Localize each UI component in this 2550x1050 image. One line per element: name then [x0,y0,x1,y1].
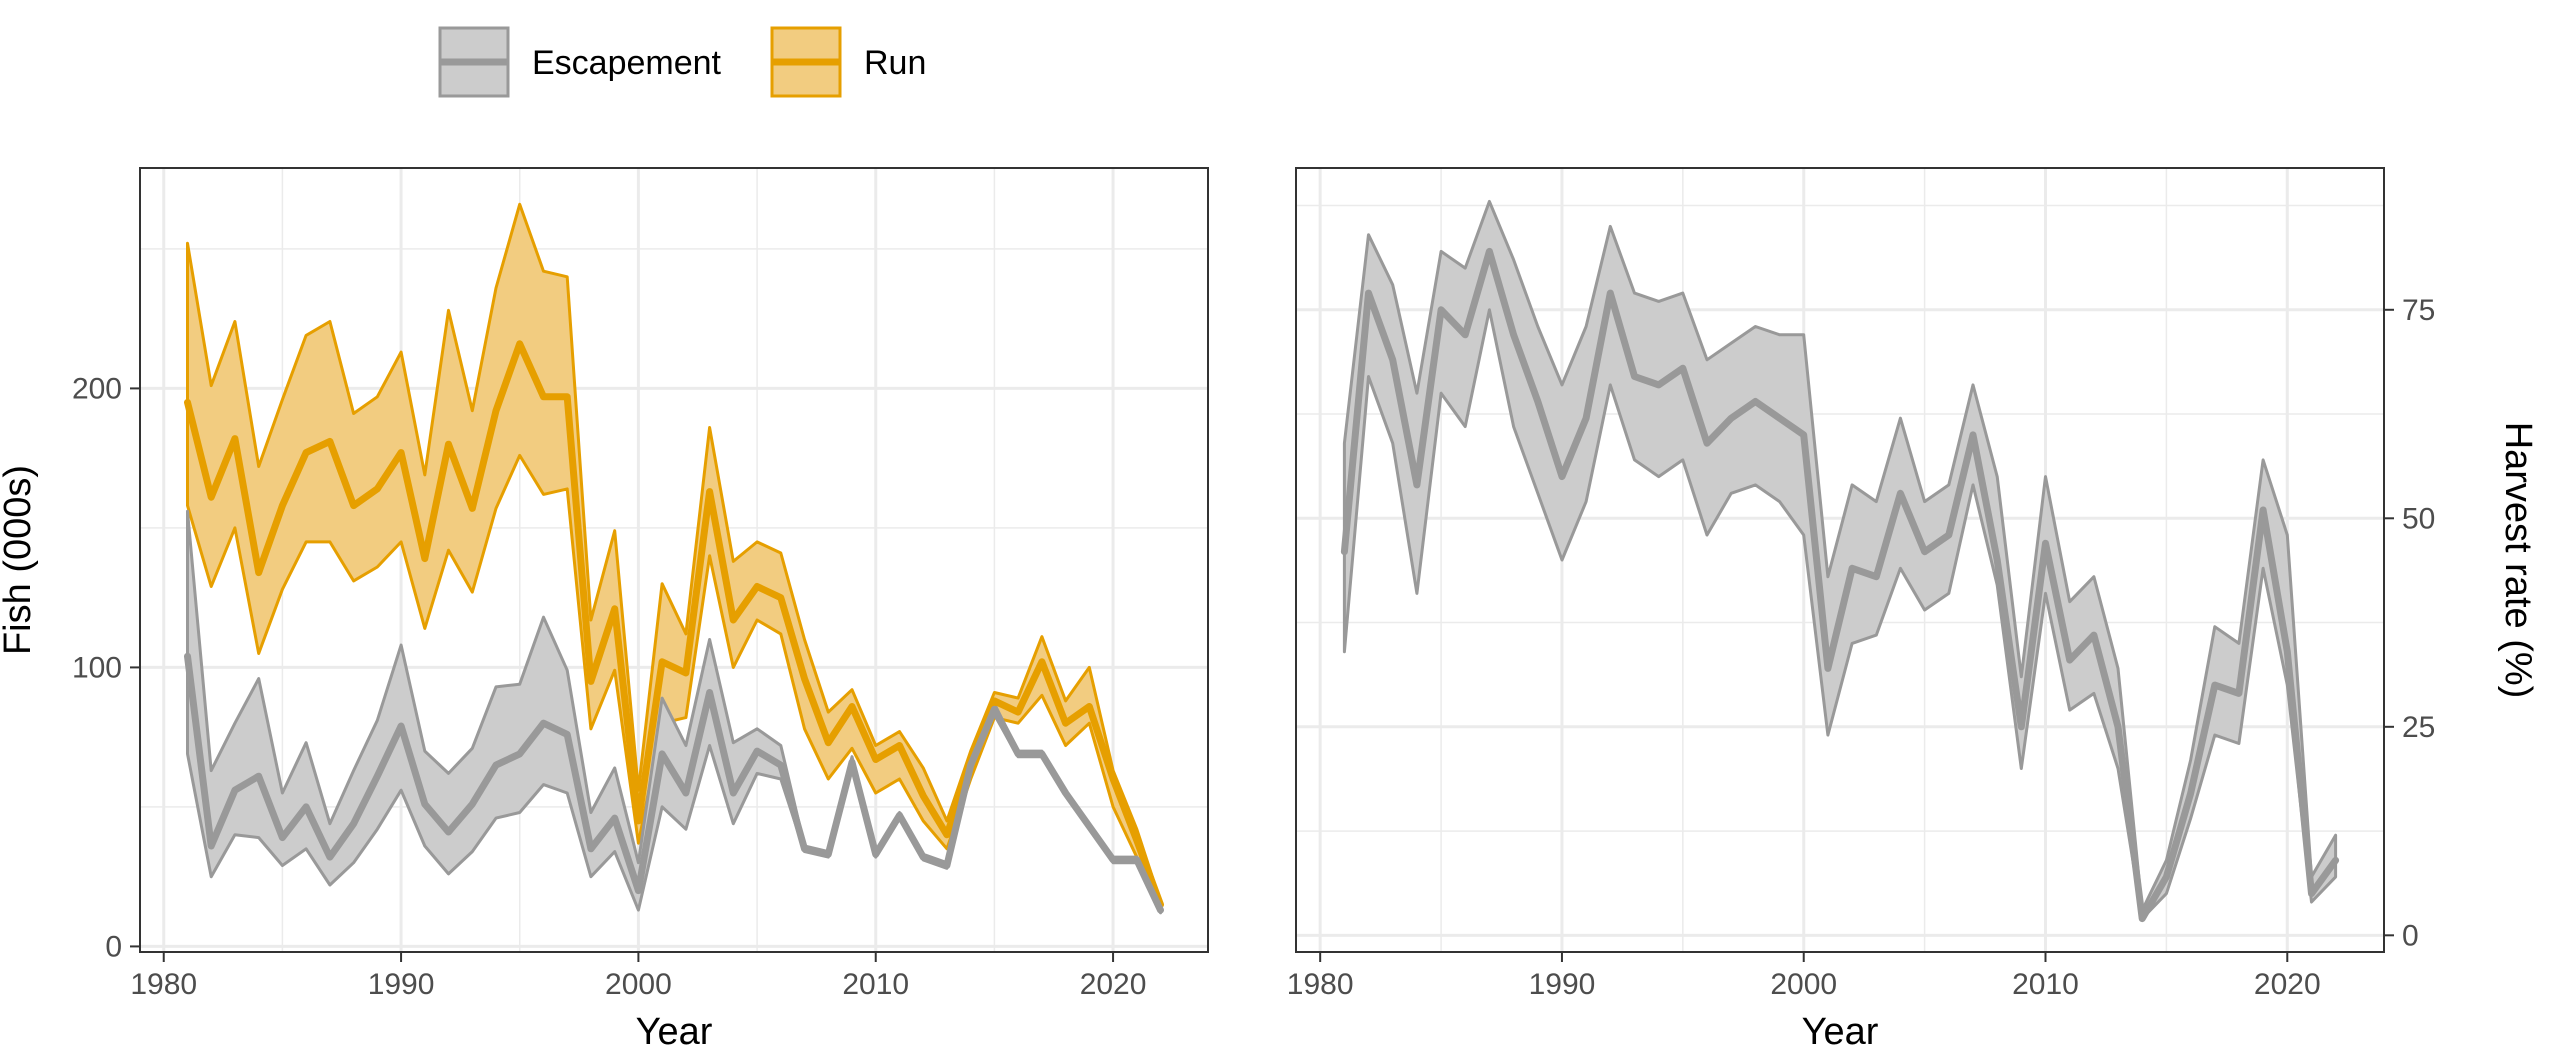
x-axis-title: Year [1802,1011,1879,1050]
x-tick-label: 1990 [368,968,435,1001]
harvest-rate-line [1340,247,2340,923]
y-tick-label: 75 [2402,294,2435,327]
y-tick-label: 0 [105,930,122,963]
y-tick-label: 25 [2402,711,2435,744]
escapement-line [184,652,1164,914]
x-axis-title: Year [636,1011,713,1050]
legend-key-run [770,26,842,98]
y-tick-label: 100 [72,651,122,684]
y-tick-label: 200 [72,372,122,405]
x-tick-label: 2000 [1770,968,1837,1001]
x-tick-label: 2010 [842,968,909,1001]
panel-border [139,167,1209,953]
legend-label-escapement: Escapement [532,44,722,82]
legend: Escapement Run [438,26,926,98]
x-tick-label: 2010 [2012,968,2079,1001]
y-tick-label: 0 [2402,919,2419,952]
y-axis-title: Fish (000s) [0,465,39,655]
x-tick-label: 2020 [2254,968,2321,1001]
x-tick-label: 1980 [130,968,197,1001]
x-tick-label: 2000 [605,968,672,1001]
panel-border [1295,167,2385,953]
right-panel-harvest-rate: 1980 1990 2000 2010 2020 0 25 50 75 Year Harvest r… [1287,167,2539,1050]
y-tick-label: 50 [2402,502,2435,535]
legend-label-run: Run [864,44,926,82]
left-panel-fish: 1980 1990 2000 2010 2020 0 100 200 Year Fish (000… [0,167,1209,1050]
legend-key-escapement [438,26,510,98]
y-axis-title: Harvest rate (%) [2497,422,2539,699]
x-tick-label: 1990 [1529,968,1596,1001]
run-line [184,340,1164,909]
x-tick-label: 2020 [1080,968,1147,1001]
x-tick-label: 1980 [1287,968,1354,1001]
